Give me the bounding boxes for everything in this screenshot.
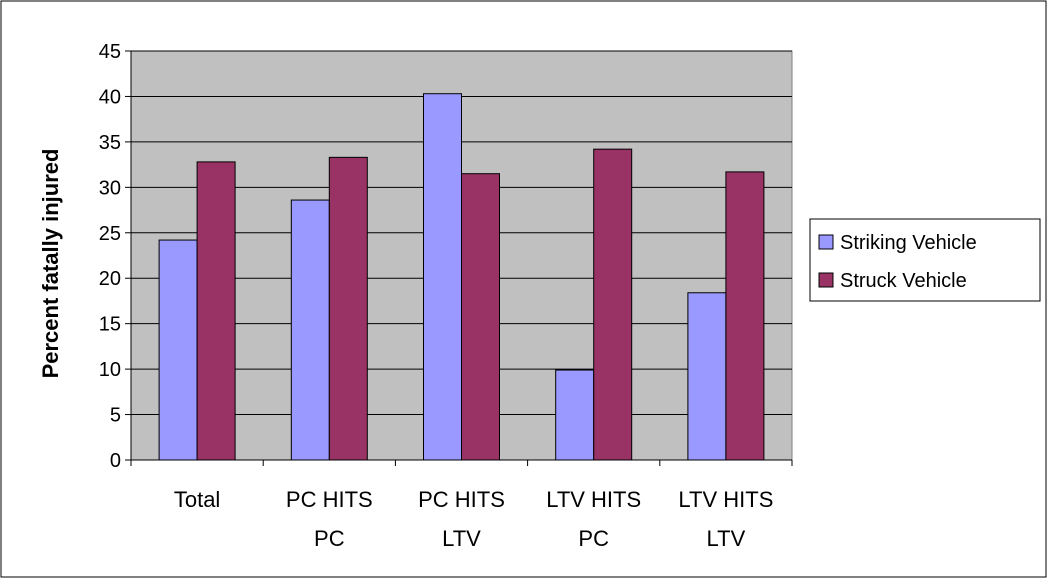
y-tick-label: 45 — [99, 41, 121, 63]
legend-box — [809, 218, 1041, 302]
x-category-label: PC HITS — [286, 487, 373, 512]
x-axis: Total PC HITS PC PC HITS LTV LTV HITS PC LTV HI… — [130, 459, 793, 551]
x-category-label: Total — [174, 487, 220, 512]
x-category-label: PC — [578, 526, 609, 551]
y-tick-label: 40 — [99, 86, 121, 108]
x-category-label: PC HITS — [418, 487, 505, 512]
legend: Striking Vehicle Struck Vehicle — [809, 218, 1041, 302]
legend-label: Struck Vehicle — [840, 270, 967, 292]
y-tick-label: 15 — [99, 314, 121, 336]
y-tick-label: 0 — [110, 450, 121, 472]
bar-striking-4 — [687, 292, 727, 461]
bars — [158, 93, 765, 461]
x-category-label: LTV HITS — [678, 487, 773, 512]
x-category-label: PC — [314, 526, 345, 551]
y-tick-label: 20 — [99, 268, 121, 290]
y-tick-label: 25 — [99, 223, 121, 245]
bar-struck-0 — [196, 161, 236, 461]
x-category-label: LTV — [707, 526, 746, 551]
x-category-label: LTV HITS — [546, 487, 641, 512]
legend-swatch — [818, 272, 834, 288]
bar-striking-3 — [555, 369, 595, 461]
x-category-label: LTV — [442, 526, 481, 551]
bar-striking-2 — [423, 93, 462, 461]
legend-label: Striking Vehicle — [840, 232, 977, 254]
y-axis-title: Percent fatally injured — [38, 149, 63, 379]
y-tick-label: 35 — [99, 132, 121, 154]
y-tick-label: 5 — [110, 405, 121, 427]
bar-struck-3 — [593, 148, 633, 461]
bar-striking-1 — [290, 199, 330, 461]
bar-struck-1 — [328, 156, 368, 461]
legend-swatch — [818, 234, 834, 250]
y-axis: 0 5 10 15 20 25 30 35 40 45 — [99, 41, 132, 472]
bar-struck-4 — [725, 171, 765, 461]
bar-striking-0 — [158, 239, 198, 461]
bar-struck-2 — [461, 173, 500, 461]
y-tick-label: 10 — [99, 359, 121, 381]
y-tick-label: 30 — [99, 177, 121, 199]
